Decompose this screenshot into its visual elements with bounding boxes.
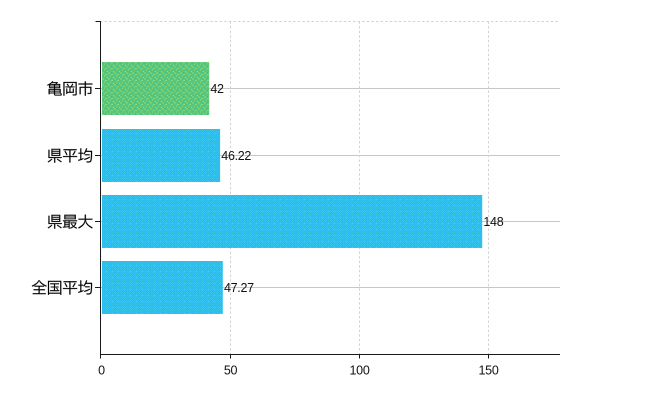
svg-text:46.22: 46.22 bbox=[221, 149, 251, 163]
svg-text:148: 148 bbox=[483, 215, 503, 229]
svg-text:50: 50 bbox=[224, 364, 238, 378]
svg-text:150: 150 bbox=[479, 364, 499, 378]
svg-text:47.27: 47.27 bbox=[224, 281, 254, 295]
svg-text:0: 0 bbox=[98, 364, 105, 378]
svg-text:42: 42 bbox=[210, 82, 224, 96]
svg-text:100: 100 bbox=[350, 364, 370, 378]
